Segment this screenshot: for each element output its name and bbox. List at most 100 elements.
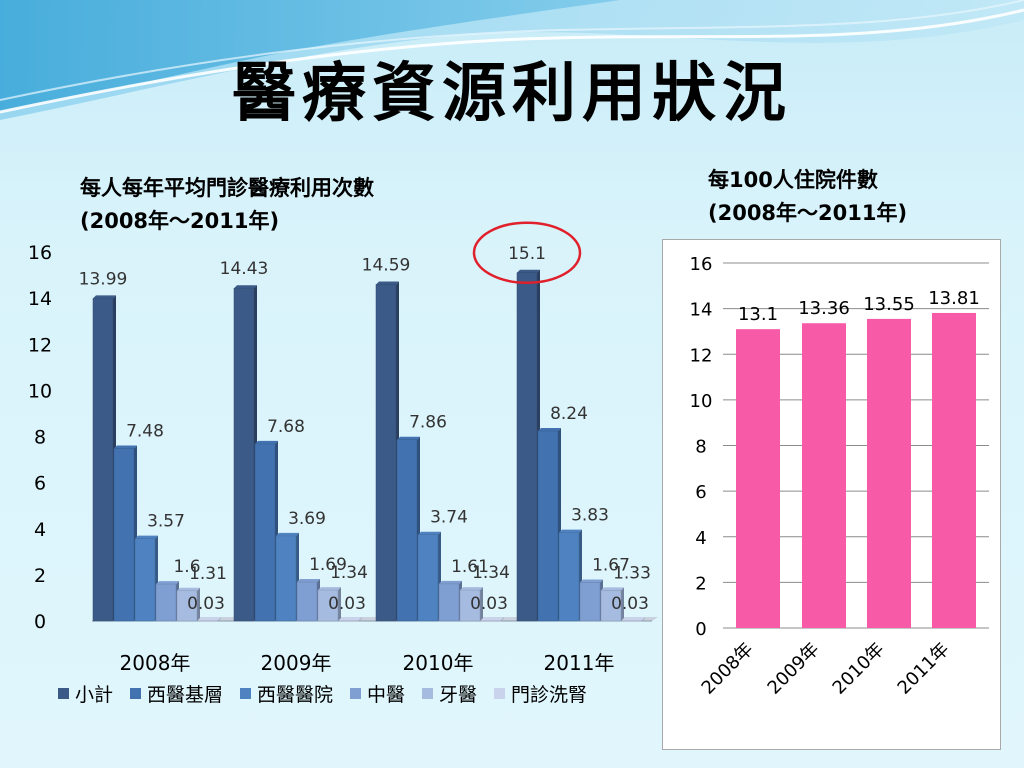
bar-top: [135, 535, 158, 539]
y-tick-label: 14: [690, 300, 713, 321]
bar-data-label: 7.68: [267, 417, 305, 437]
highlight-circle: [472, 221, 582, 285]
bar-西醫基層: [254, 443, 276, 622]
left-chart-subtitle-line1: 每人每年平均門診醫療利用次數: [80, 176, 374, 200]
y-tick-label: 2: [695, 573, 706, 594]
x-category-label: 2008年: [698, 639, 758, 699]
bar-小計: [516, 272, 538, 622]
y-tick-label: 8: [695, 437, 706, 458]
bar-top: [297, 579, 320, 583]
bar-小計: [375, 284, 397, 622]
bar-中醫: [155, 583, 177, 622]
bar-top: [517, 269, 540, 273]
y-tick-label: 8: [34, 427, 46, 449]
inpatient-chart-panel: 0 2 4 6 8 10 12 14 16 13.1 2008年 13.36 2009年 13.55 201…: [662, 239, 1001, 750]
bar-top: [276, 532, 299, 536]
bar-data-label: 3.83: [571, 506, 609, 526]
inpatient-cases-bar-chart: 0 2 4 6 8 10 12 14 16 13.1 2008年 13.36 2009年 13.55 201…: [690, 254, 989, 699]
bar-data-label: 1.61: [451, 557, 489, 577]
bar-side: [501, 617, 504, 621]
bar-牙醫: [459, 589, 481, 622]
y-tick-label: 16: [690, 254, 713, 275]
bar-top: [622, 617, 645, 621]
bar-門診洗腎: [338, 620, 360, 622]
x-category-label: 2008年: [120, 651, 191, 675]
legend-swatch: [58, 688, 69, 699]
bar-top: [580, 579, 603, 583]
y-tick-label: 12: [28, 334, 52, 356]
bar-中醫: [296, 581, 318, 622]
bar-top: [156, 581, 179, 585]
bar-side: [197, 587, 200, 621]
legend-label: 牙醫: [439, 684, 477, 706]
bar-data-label: 13.81: [928, 288, 980, 309]
bar-data-label: 1.69: [309, 555, 347, 575]
y-tick-label: 4: [34, 519, 46, 541]
bar-side: [338, 587, 341, 621]
y-tick-label: 10: [690, 391, 713, 412]
x-category-label: 2011年: [544, 651, 615, 675]
left-chart-subtitle-line2: (2008年～2011年): [80, 209, 280, 233]
bar-data-label: 7.48: [126, 421, 164, 441]
bar-top: [177, 587, 200, 591]
x-category-label: 2011年: [894, 639, 954, 699]
legend-swatch: [494, 688, 505, 699]
legend-label: 西醫醫院: [257, 684, 333, 706]
bar-小計: [233, 287, 255, 622]
bar-side: [642, 617, 645, 621]
bar-top: [234, 285, 257, 289]
bar-data-label: 1.31: [189, 564, 227, 584]
inpatient-bar: [802, 323, 846, 628]
bar-side: [480, 587, 483, 621]
bar-西醫醫院: [275, 535, 297, 622]
page-title: 醫療資源利用狀況: [232, 56, 792, 131]
bar-data-label: 13.55: [863, 294, 915, 315]
bar-top: [601, 587, 624, 591]
y-tick-label: 2: [34, 565, 46, 587]
bar-西醫基層: [396, 439, 418, 622]
bar-data-label: 0.03: [187, 594, 225, 614]
inpatient-bar: [736, 329, 780, 628]
chart-floor: [92, 617, 658, 621]
bar-牙醫: [176, 590, 198, 622]
legend-swatch: [350, 688, 361, 699]
y-tick-label: 0: [695, 619, 706, 640]
bar-data-label: 14.59: [362, 256, 411, 276]
bar-data-label: 3.74: [430, 508, 468, 528]
bar-data-label: 13.36: [798, 298, 850, 319]
header-wave-decoration: [0, 0, 1024, 120]
legend-label: 中醫: [367, 684, 405, 706]
y-tick-label: 0: [34, 611, 46, 633]
y-tick-label: 6: [695, 482, 706, 503]
bar-data-label: 7.86: [409, 413, 447, 433]
legend-label: 小計: [75, 684, 113, 706]
y-tick-label: 10: [28, 380, 52, 402]
bar-top: [418, 531, 441, 535]
bar-top: [538, 427, 561, 431]
bar-data-label: 13.1: [738, 304, 778, 325]
bar-data-label: 0.03: [328, 594, 366, 614]
bar-中醫: [438, 583, 460, 622]
bar-data-label: 8.24: [550, 404, 588, 424]
bar-門診洗腎: [621, 620, 643, 622]
bar-西醫醫院: [417, 534, 439, 622]
bar-top: [439, 580, 462, 584]
bar-小計: [92, 298, 114, 622]
y-tick-label: 4: [695, 528, 706, 549]
bar-data-label: 3.69: [288, 509, 326, 529]
legend-swatch: [240, 688, 251, 699]
right-chart-subtitle-line2: (2008年～2011年): [708, 201, 908, 225]
bar-data-label: 13.99: [79, 269, 128, 289]
right-chart-subtitle: 每100人住院件數 (2008年～2011年): [708, 164, 907, 230]
bar-top: [198, 617, 221, 621]
bar-西醫醫院: [558, 532, 580, 622]
y-tick-label: 16: [28, 242, 52, 264]
bar-西醫醫院: [134, 538, 156, 622]
bar-中醫: [579, 582, 601, 622]
bar-top: [559, 529, 582, 533]
x-category-label: 2009年: [764, 639, 824, 699]
bar-門診洗腎: [197, 620, 219, 622]
bar-side: [218, 617, 221, 621]
x-category-label: 2009年: [261, 651, 332, 675]
bar-牙醫: [600, 590, 622, 622]
